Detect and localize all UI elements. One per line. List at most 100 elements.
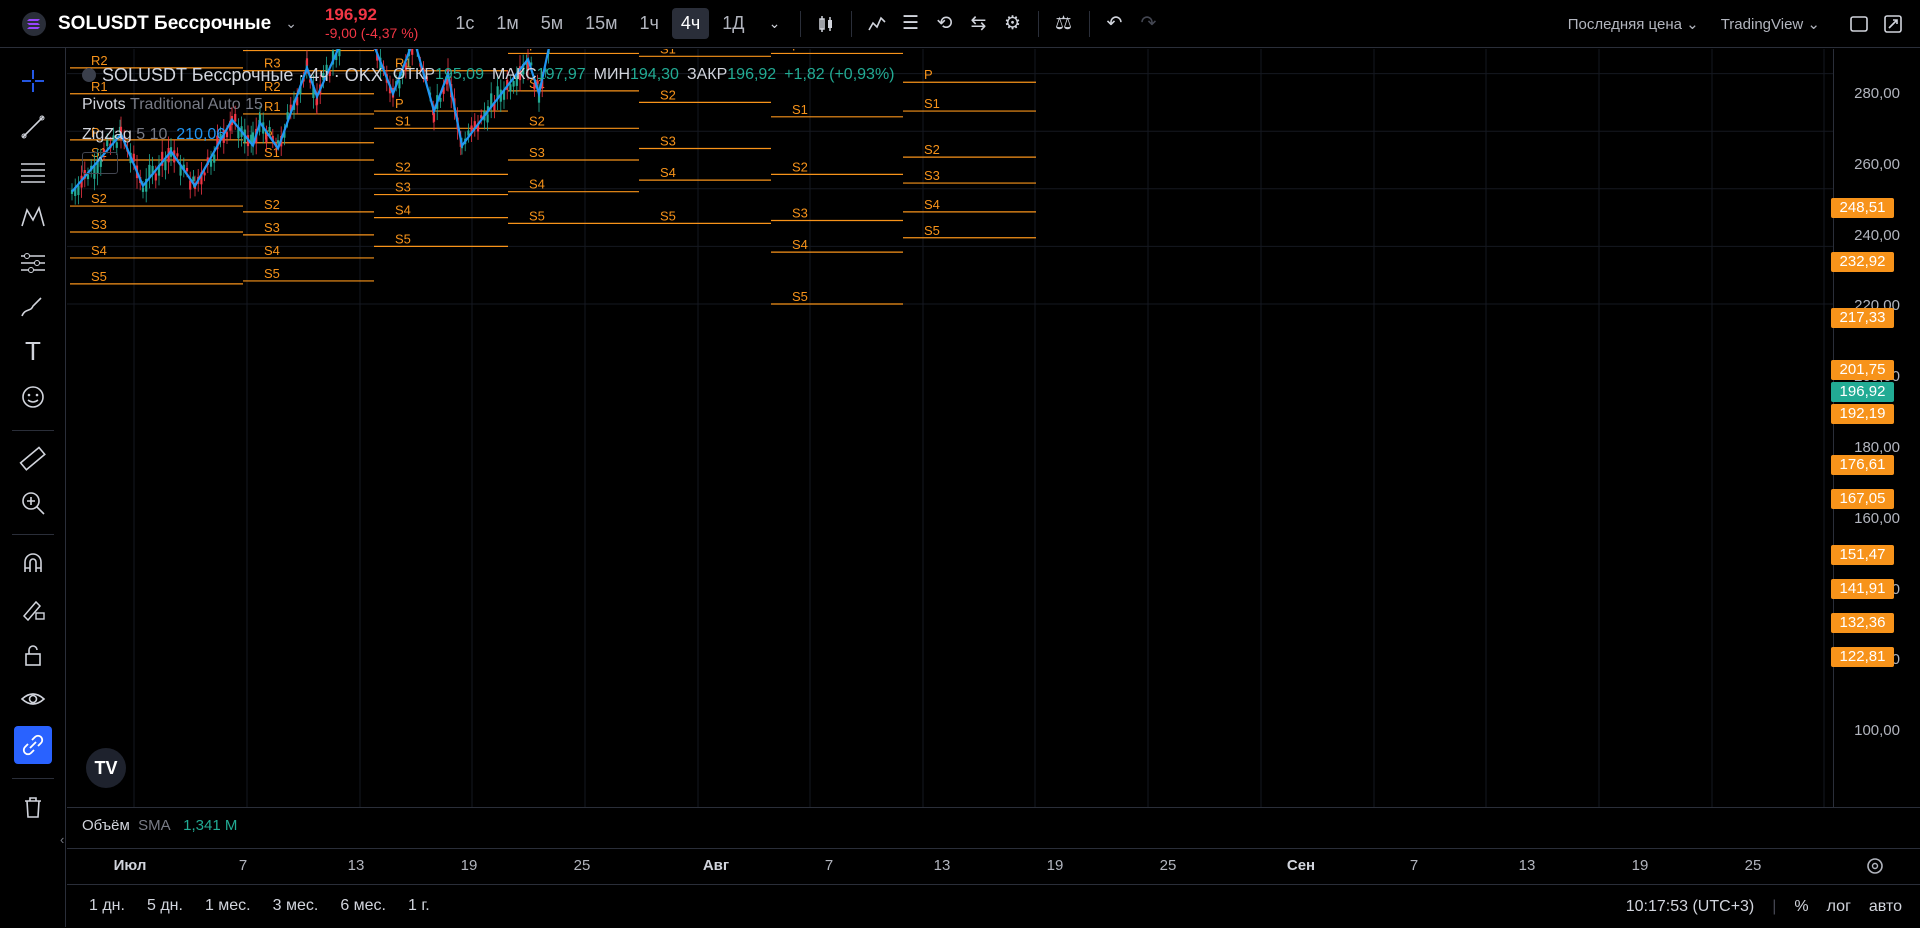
auto-toggle[interactable]: авто: [1868, 897, 1902, 915]
emoji-icon[interactable]: [14, 378, 52, 416]
candle-body: [493, 102, 496, 111]
fib-icon[interactable]: [14, 154, 52, 192]
collapse-toolbar-icon[interactable]: ‹: [60, 832, 65, 847]
magnet-icon[interactable]: [14, 544, 52, 582]
pivot-label-s2: S2: [660, 87, 676, 102]
legend-title[interactable]: SOLUSDT Бессрочные · 4ч · OKX: [102, 64, 383, 85]
legend-zigzag[interactable]: ZigZag 5 10 210,06: [82, 120, 895, 150]
range-1y[interactable]: 1 г.: [408, 897, 430, 914]
clock[interactable]: 10:17:53 (UTC+3): [1625, 897, 1755, 915]
undo-icon[interactable]: ↶: [1106, 13, 1123, 34]
tf-4h[interactable]: 4ч: [671, 8, 710, 39]
candle-body: [411, 49, 414, 55]
tf-1s[interactable]: 1с: [455, 13, 475, 33]
price-axis[interactable]: 280,00260,00240,00220,00200,00180,00160,…: [1833, 49, 1920, 807]
price-tick: 280,00: [1854, 85, 1900, 102]
candle-body: [250, 134, 253, 144]
chart-style-dropdown[interactable]: TradingView ⌄: [1720, 16, 1820, 33]
pivot-label-r1: R1: [264, 99, 281, 114]
candle-body: [251, 132, 255, 145]
candle-body: [185, 167, 189, 172]
divider: [12, 534, 54, 535]
pivot-label-s1: S1: [792, 102, 808, 117]
pivot-label-s3: S3: [924, 168, 940, 183]
price-block: 196,92 -9,00 (-4,37 %): [325, 5, 418, 43]
tf-1h[interactable]: 1ч: [639, 13, 659, 33]
legend-collapse-button[interactable]: ^: [82, 152, 118, 174]
candle-body: [502, 90, 506, 100]
chart-canvas[interactable]: R2 R1 P S1 S2 S3 S4 S5 R4 R3 R2 R1 P S1 S2 S3 S4 S5 R1 P S1 S…: [67, 49, 1833, 807]
price-tick: 180,00: [1854, 439, 1900, 456]
timeframe-dropdown-icon[interactable]: ⌄: [768, 15, 781, 31]
price-type-dropdown[interactable]: Последняя цена ⌄: [1567, 16, 1699, 33]
symbol-search-button[interactable]: SOLUSDT Бессрочные: [58, 12, 272, 34]
eye-icon[interactable]: [14, 680, 52, 718]
range-1d[interactable]: 1 дн.: [89, 897, 125, 914]
tf-1m[interactable]: 1м: [496, 13, 519, 33]
tf-15m[interactable]: 15м: [585, 13, 618, 33]
candle-body: [296, 96, 299, 106]
candle-body: [376, 53, 379, 61]
candle-body: [536, 80, 539, 84]
volume-legend[interactable]: Объём SMA 1,341 M: [82, 817, 237, 834]
axis-settings-gear-icon[interactable]: [1864, 855, 1886, 880]
pivot-label-p: P: [91, 125, 100, 140]
gear-icon[interactable]: ⚙: [1003, 13, 1022, 34]
time-tick: 25: [1744, 857, 1762, 874]
range-3m[interactable]: 3 мес.: [272, 897, 319, 914]
chevron-down-icon[interactable]: ⌄: [285, 15, 297, 31]
pivot-label-s4: S4: [91, 243, 107, 258]
text-icon[interactable]: T: [25, 335, 41, 366]
ruler-icon[interactable]: [14, 440, 52, 478]
candle-body: [74, 187, 77, 196]
zoom-in-icon[interactable]: [14, 484, 52, 522]
pivot-label-r2: R2: [91, 53, 108, 68]
candle-body: [106, 140, 109, 147]
candle-body: [229, 120, 232, 131]
candle-body: [237, 127, 240, 139]
pivot-price-label: 122,81: [1831, 647, 1894, 667]
templates-icon[interactable]: ☰: [901, 13, 920, 34]
last-price: 196,92: [324, 4, 377, 24]
trend-line-icon[interactable]: [14, 108, 52, 146]
link-icon[interactable]: [14, 726, 52, 764]
forecast-icon[interactable]: [14, 244, 52, 282]
pivot-label-r1: R1: [91, 79, 108, 94]
chart-style-label: TradingView: [1720, 16, 1804, 33]
tf-5m[interactable]: 5м: [540, 13, 564, 33]
candles-icon[interactable]: [809, 7, 843, 41]
unlock-icon[interactable]: [14, 636, 52, 674]
range-1m[interactable]: 1 мес.: [204, 897, 251, 914]
indicators-icon[interactable]: [860, 7, 894, 41]
range-6m[interactable]: 6 мес.: [340, 897, 386, 914]
pivot-label-s2: S2: [924, 142, 940, 157]
time-tick: 19: [460, 857, 478, 874]
tf-1d[interactable]: 1Д: [722, 13, 745, 33]
scales-icon[interactable]: ⚖: [1054, 13, 1073, 34]
replay-icon[interactable]: ⇆: [970, 13, 987, 34]
pivot-label-r2: R2: [264, 79, 281, 94]
crosshair-icon[interactable]: [14, 62, 52, 100]
redo-icon[interactable]: ↷: [1140, 13, 1157, 34]
brush-icon[interactable]: [14, 288, 52, 326]
divider: [67, 807, 1920, 808]
time-axis[interactable]: Июл 7 13 19 25 Авг 7 13 19 25 Сен 7 13 19 25: [67, 849, 1833, 883]
timeframe-group: 1с 1м 5м 15м 1ч 4ч 1Д: [446, 8, 757, 39]
range-5d[interactable]: 5 дн.: [146, 897, 183, 914]
time-tick: 25: [1159, 857, 1177, 874]
log-toggle[interactable]: лог: [1826, 897, 1851, 915]
alert-icon[interactable]: ⟲: [936, 13, 953, 34]
bottom-right-group: 10:17:53 (UTC+3) | % лог авто: [1626, 885, 1920, 928]
tradingview-logo[interactable]: TV: [86, 748, 126, 788]
layout-icon[interactable]: [1842, 7, 1876, 41]
legend-pivots[interactable]: Pivots Traditional Auto 15: [82, 90, 895, 120]
trash-icon[interactable]: [14, 788, 52, 826]
candle-body: [289, 104, 292, 112]
candle-body: [86, 174, 90, 180]
candle-body: [179, 164, 182, 176]
lock-draw-icon[interactable]: [14, 590, 52, 628]
candle-body: [192, 176, 195, 182]
pattern-icon[interactable]: [14, 198, 52, 236]
fullscreen-icon[interactable]: [1876, 7, 1910, 41]
percent-toggle[interactable]: %: [1794, 897, 1809, 915]
